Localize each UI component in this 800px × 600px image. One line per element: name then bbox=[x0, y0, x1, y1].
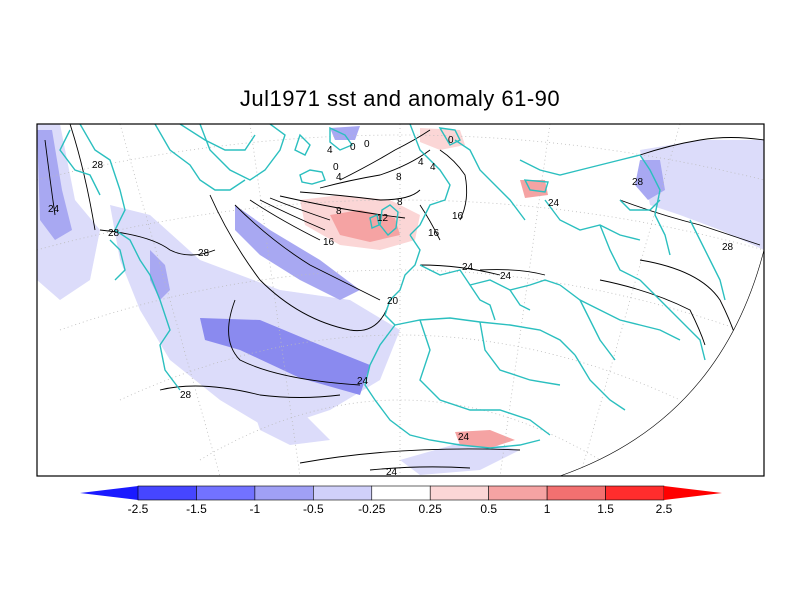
anomaly-neg-mid bbox=[635, 160, 665, 200]
colorbar-bin bbox=[196, 485, 256, 501]
contour-label: 4 bbox=[336, 172, 342, 183]
colorbar: -2.5 -1.5 -1 -0.5 -0.25 0.25 0.5 1 1.5 2.5 bbox=[80, 485, 722, 516]
contour-label: 28 bbox=[108, 228, 120, 239]
contour-label: 16 bbox=[323, 237, 335, 248]
colorbar-tick-label: 0.5 bbox=[480, 502, 497, 516]
graticule bbox=[37, 124, 764, 476]
contour-label: 28 bbox=[632, 177, 644, 188]
colorbar-tick-label: 1 bbox=[544, 502, 551, 516]
colorbar-tick-label: -0.25 bbox=[358, 502, 386, 516]
map-title: Jul1971 sst and anomaly 61-90 bbox=[239, 86, 561, 111]
contour-label: 24 bbox=[458, 432, 470, 443]
contour-label: 0 bbox=[364, 139, 370, 150]
coastlines bbox=[59, 124, 726, 449]
contour-label: 4 bbox=[418, 157, 424, 168]
anomaly-neg-weak bbox=[250, 400, 330, 445]
colorbar-tick-label: 1.5 bbox=[597, 502, 614, 516]
contour-label: 24 bbox=[462, 262, 474, 273]
colorbar-bin bbox=[605, 485, 665, 501]
anomaly-shading bbox=[37, 124, 764, 475]
anomaly-pos-mid bbox=[330, 210, 400, 242]
anomaly-neg-weak bbox=[330, 126, 360, 140]
contour-label: 4 bbox=[327, 145, 333, 156]
contour-label: 28 bbox=[198, 248, 210, 259]
anomaly-neg-mid bbox=[37, 130, 72, 240]
contour-label: 20 bbox=[387, 296, 399, 307]
contour-label: 24 bbox=[548, 198, 560, 209]
colorbar-bin bbox=[254, 485, 314, 501]
contour-label: 0 bbox=[333, 162, 339, 173]
colorbar-tick-label: 2.5 bbox=[656, 502, 673, 516]
contour-label: 16 bbox=[452, 211, 464, 222]
anomaly-neg-weak bbox=[640, 140, 764, 250]
sst-contours bbox=[44, 124, 764, 471]
colorbar-tick-label: -1.5 bbox=[186, 502, 207, 516]
colorbar-bin bbox=[313, 485, 373, 501]
contour-label: 28 bbox=[92, 160, 104, 171]
contour-label: 24 bbox=[386, 467, 398, 478]
contour-label: 28 bbox=[180, 390, 192, 401]
map-edge bbox=[560, 250, 764, 476]
colorbar-bin bbox=[488, 485, 548, 501]
anomaly-neg-mid bbox=[235, 205, 360, 300]
contour-label: 0 bbox=[448, 135, 454, 146]
contour-label: 24 bbox=[357, 376, 369, 387]
contour-label: 28 bbox=[722, 242, 734, 253]
contour-label: 12 bbox=[377, 213, 389, 224]
colorbar-bin bbox=[371, 485, 431, 501]
anomaly-neg-mid bbox=[200, 318, 370, 395]
contour-labels: 28 24 28 28 0 4 0 4 0 0 4 4 8 8 12 16 16… bbox=[48, 135, 734, 478]
contour-label: 8 bbox=[397, 197, 403, 208]
colorbar-tick-label: -2.5 bbox=[128, 502, 149, 516]
map-edge-outline bbox=[559, 249, 764, 476]
map-frame bbox=[36, 123, 765, 477]
contour-label: 4 bbox=[430, 162, 436, 173]
colorbar-tick-label: -0.5 bbox=[303, 502, 324, 516]
anomaly-pos-weak bbox=[455, 430, 515, 448]
contour-label: 0 bbox=[350, 142, 356, 153]
contour-label: 24 bbox=[48, 204, 60, 215]
anomaly-neg-weak bbox=[520, 180, 548, 198]
contour-label: 24 bbox=[500, 271, 512, 282]
colorbar-bin bbox=[546, 485, 606, 501]
contour-label: 16 bbox=[428, 228, 440, 239]
colorbar-bin bbox=[429, 485, 489, 501]
colorbar-arrow-low bbox=[80, 486, 138, 500]
anomaly-pos-weak bbox=[420, 128, 465, 150]
colorbar-arrow-high bbox=[664, 486, 722, 500]
colorbar-tick-label: 0.25 bbox=[419, 502, 443, 516]
contour-label: 8 bbox=[396, 172, 402, 183]
contour-label: 8 bbox=[336, 206, 342, 217]
colorbar-tick-label: -1 bbox=[250, 502, 261, 516]
map-area: 28 24 28 28 0 4 0 4 0 0 4 4 8 8 12 16 16… bbox=[37, 124, 764, 478]
colorbar-bin bbox=[137, 485, 197, 501]
